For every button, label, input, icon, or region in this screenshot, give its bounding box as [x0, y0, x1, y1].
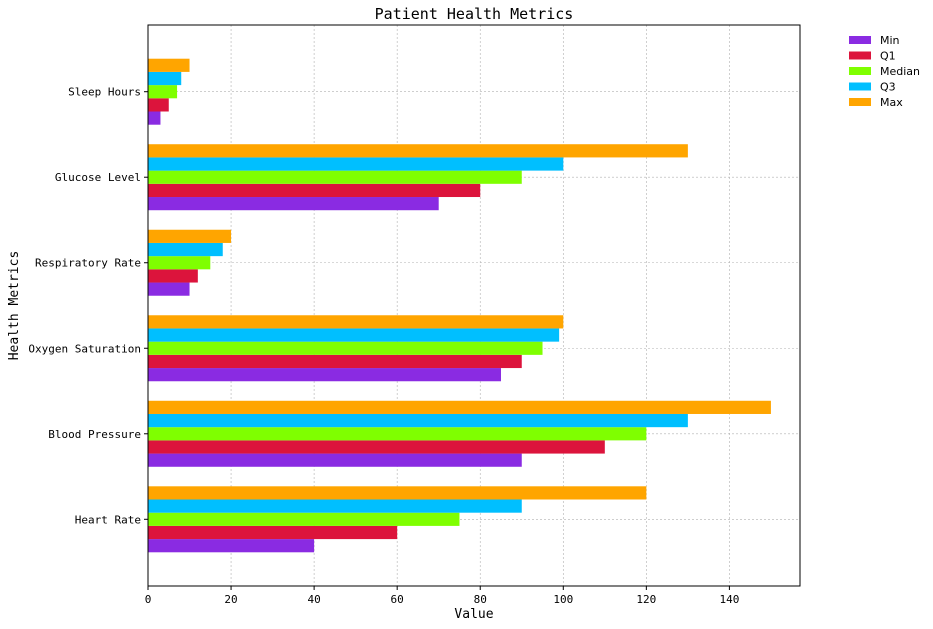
legend-label-min: Min	[880, 34, 900, 47]
x-tick-label: 40	[307, 593, 320, 606]
bar-median-blood-pressure	[148, 427, 647, 441]
y-tick-label-glucose-level: Glucose Level	[55, 171, 141, 184]
x-axis-ticks: 0 20 40 60 80 100 120 140	[145, 586, 739, 606]
y-tick-label-respiratory-rate: Respiratory Rate	[35, 257, 141, 270]
legend-swatch-max	[849, 98, 871, 106]
x-tick-label: 140	[719, 593, 739, 606]
bar-q3-oxygen-saturation	[148, 328, 560, 342]
bar-min-respiratory-rate	[148, 282, 190, 296]
y-tick-label-oxygen-saturation: Oxygen Saturation	[28, 342, 141, 355]
x-tick-label: 20	[224, 593, 237, 606]
legend-swatch-q3	[849, 82, 871, 91]
y-tick-label-blood-pressure: Blood Pressure	[48, 428, 141, 441]
y-tick-label-sleep-hours: Sleep Hours	[68, 86, 141, 99]
bar-median-respiratory-rate	[148, 256, 211, 270]
bar-min-sleep-hours	[148, 111, 161, 125]
bar-min-oxygen-saturation	[148, 368, 501, 382]
bar-max-oxygen-saturation	[148, 315, 564, 329]
bar-max-heart-rate	[148, 486, 647, 500]
bar-min-glucose-level	[148, 197, 439, 211]
legend: Min Q1 Median Q3 Max	[849, 34, 920, 109]
bar-max-glucose-level	[148, 144, 688, 158]
bar-q1-respiratory-rate	[148, 269, 198, 283]
bar-max-sleep-hours	[148, 58, 190, 72]
bar-q3-heart-rate	[148, 499, 522, 513]
legend-swatch-median	[849, 67, 871, 75]
x-axis-label: Value	[454, 607, 493, 622]
bar-max-blood-pressure	[148, 400, 771, 414]
bar-q3-sleep-hours	[148, 71, 182, 86]
x-tick-label: 0	[145, 593, 152, 606]
bar-min-blood-pressure	[148, 453, 522, 467]
legend-swatch-min	[849, 36, 871, 44]
y-tick-label-heart-rate: Heart Rate	[75, 513, 141, 526]
bar-q1-oxygen-saturation	[148, 354, 522, 369]
bar-q1-sleep-hours	[148, 98, 169, 112]
bar-median-glucose-level	[148, 170, 522, 184]
bar-median-oxygen-saturation	[148, 341, 543, 355]
bar-q1-glucose-level	[148, 183, 481, 198]
y-axis-label: Health Metrics	[7, 251, 22, 361]
x-tick-label: 100	[553, 593, 573, 606]
plot-frame	[147, 24, 801, 587]
legend-label-max: Max	[880, 96, 903, 109]
y-axis-ticks: Heart Rate Blood Pressure Oxygen Saturatio…	[28, 86, 148, 526]
bar-min-heart-rate	[148, 539, 315, 553]
bar-q1-blood-pressure	[148, 440, 605, 454]
legend-label-median: Median	[880, 65, 920, 78]
bar-q3-blood-pressure	[148, 413, 688, 428]
bar-q3-respiratory-rate	[148, 242, 223, 257]
x-tick-label: 120	[636, 593, 656, 606]
bar-median-sleep-hours	[148, 85, 178, 99]
bar-median-heart-rate	[148, 512, 460, 526]
bar-q1-heart-rate	[148, 525, 398, 540]
x-tick-label: 60	[391, 593, 404, 606]
legend-label-q1: Q1	[880, 50, 896, 63]
bar-max-respiratory-rate	[148, 229, 232, 243]
chart-title: Patient Health Metrics	[375, 5, 574, 23]
bar-q3-glucose-level	[148, 157, 564, 171]
legend-label-q3: Q3	[880, 81, 896, 94]
x-tick-label: 80	[474, 593, 487, 606]
bars	[148, 58, 771, 553]
legend-swatch-q1	[849, 51, 871, 60]
